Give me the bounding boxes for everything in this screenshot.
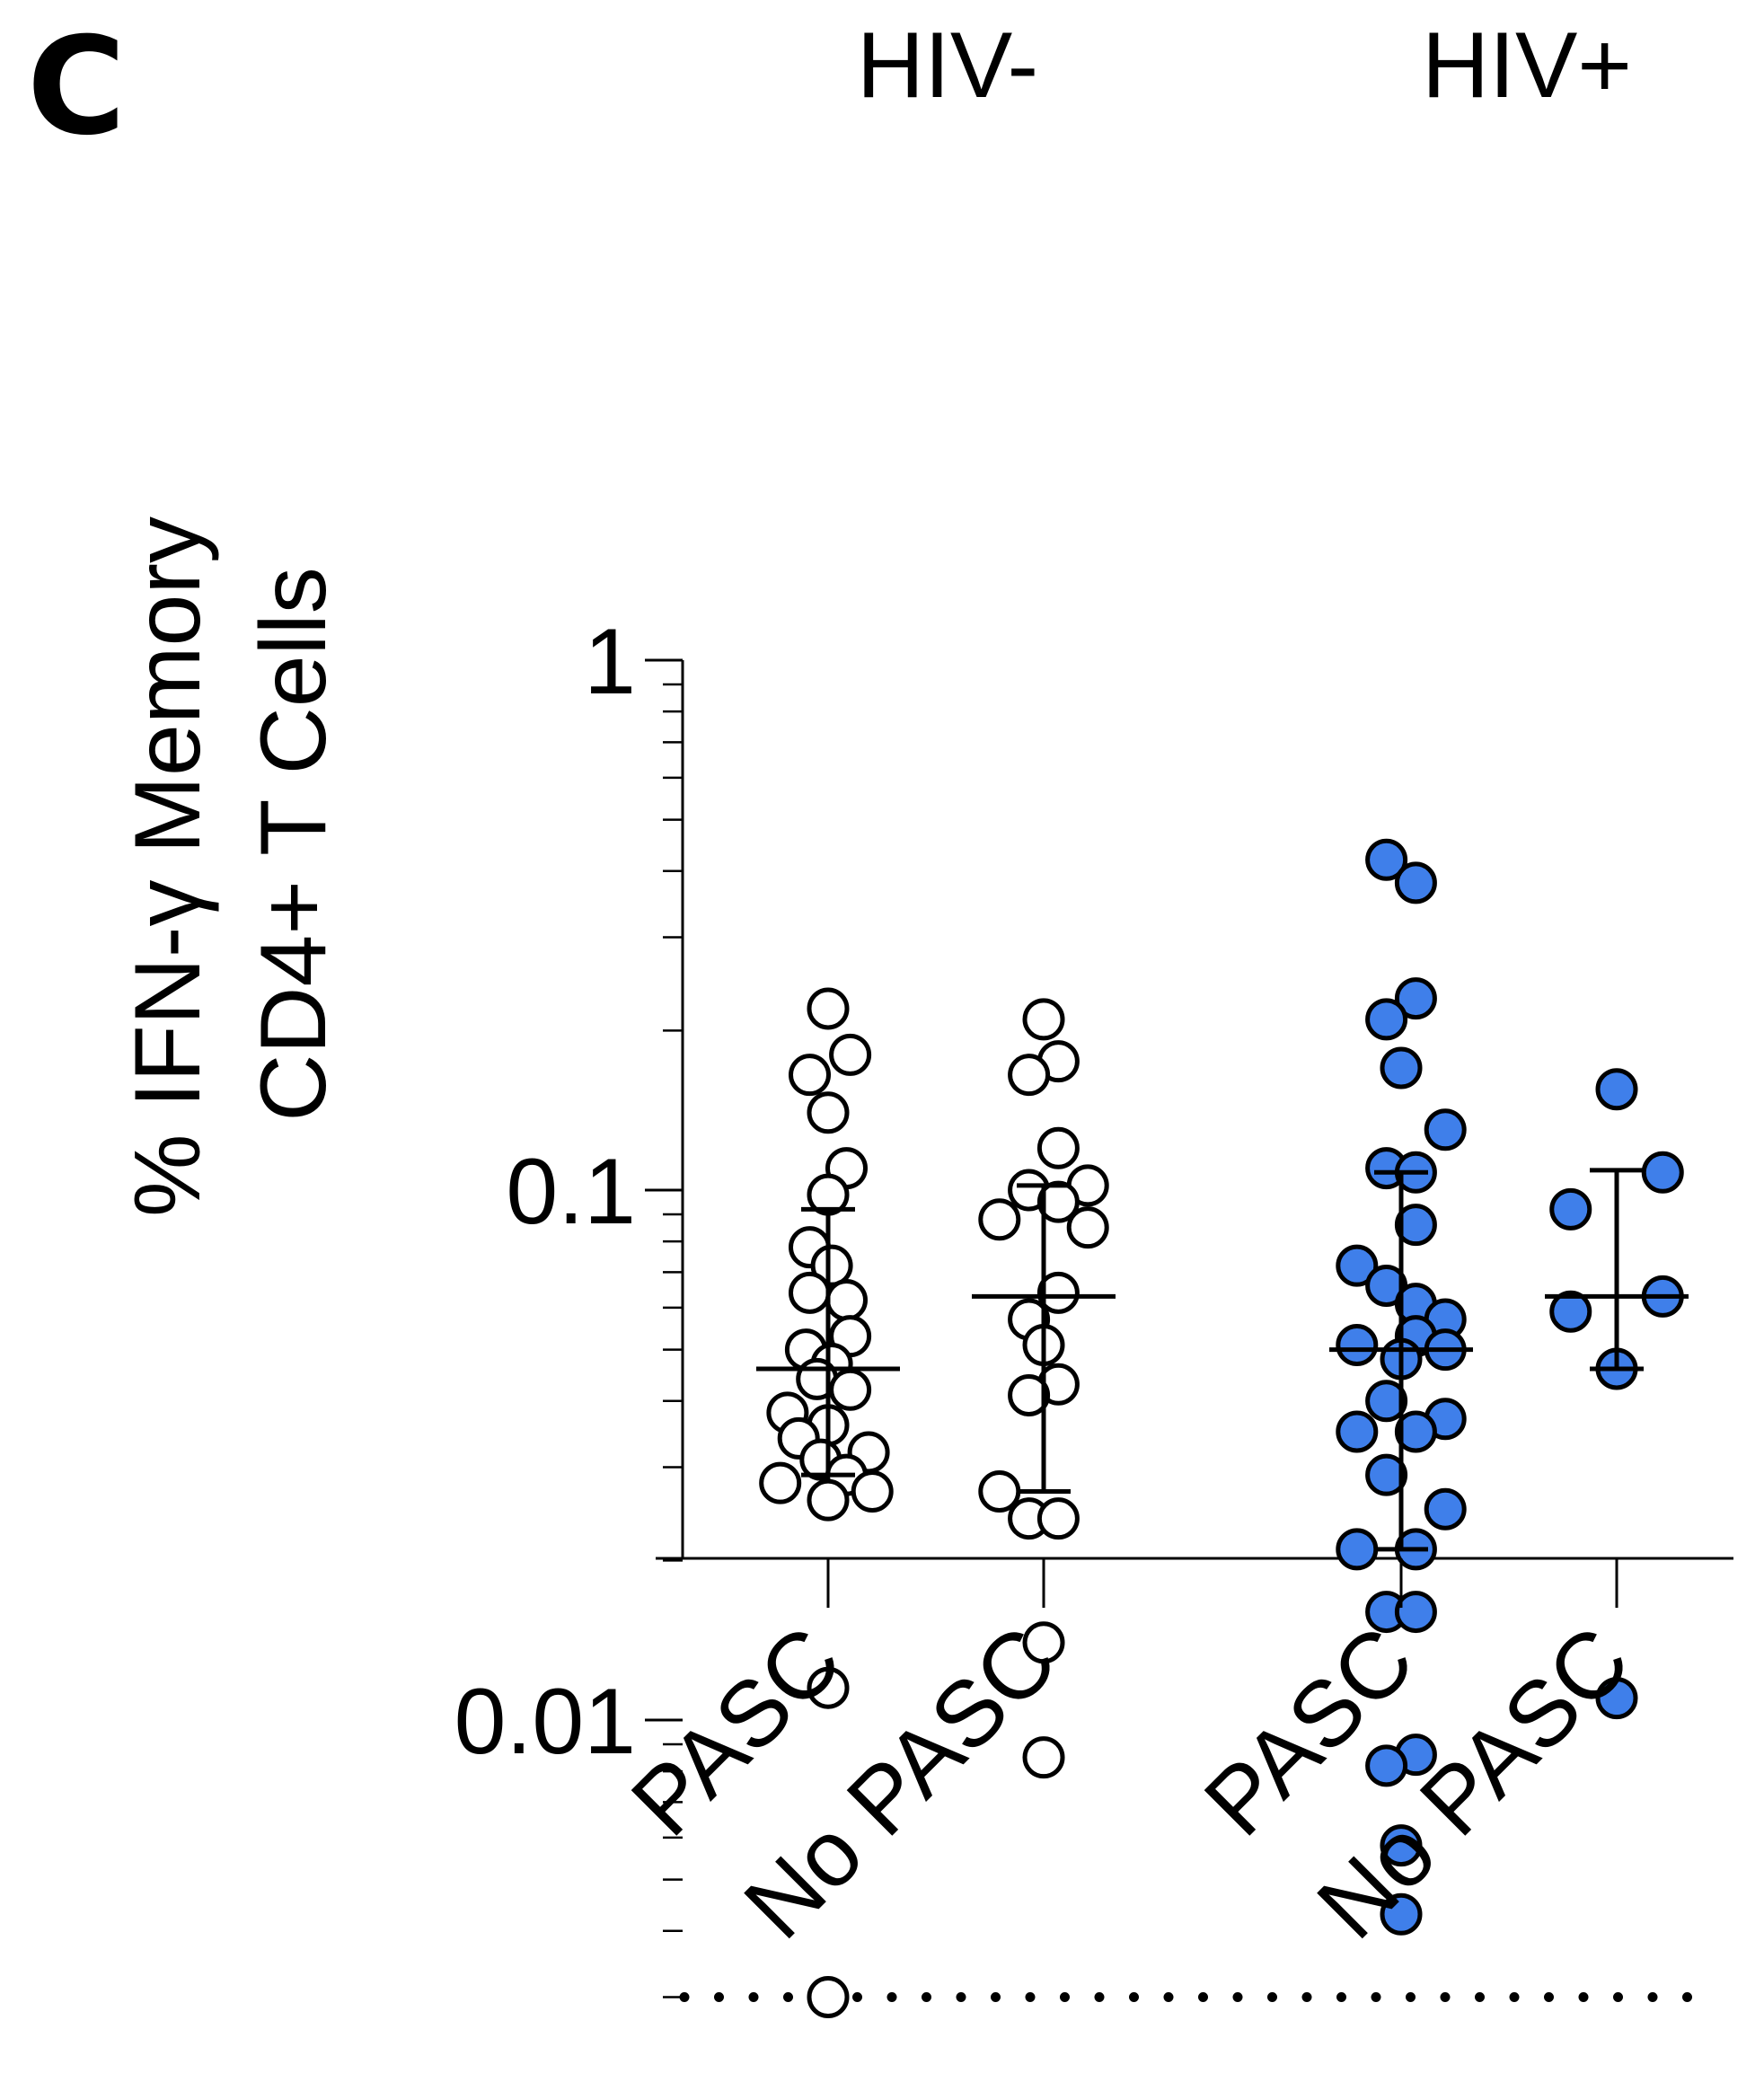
axes: [656, 660, 1733, 1560]
data-point: [978, 1198, 1021, 1241]
group-label-hiv-pos: HIV+: [1422, 13, 1632, 118]
data-point: [1365, 1453, 1408, 1496]
data-point: [1549, 1290, 1592, 1333]
data-point: [1022, 1621, 1065, 1664]
y-tick-label: 1: [584, 610, 636, 714]
data-point: [1336, 1410, 1379, 1453]
data-point: [1394, 1204, 1437, 1247]
data-points: [759, 838, 1684, 2018]
data-point: [1394, 861, 1437, 904]
data-point: [1036, 1126, 1080, 1169]
data-point: [1008, 1054, 1051, 1097]
data-point: [807, 1478, 850, 1522]
data-point: [1595, 1677, 1638, 1720]
data-point: [825, 1278, 868, 1321]
data-point: [1036, 1271, 1080, 1314]
data-point: [1022, 998, 1065, 1041]
data-point: [851, 1469, 894, 1513]
median-iqr-bars: [756, 1168, 1689, 1552]
data-point: [1365, 1744, 1408, 1787]
data-point: [829, 1033, 872, 1076]
data-point: [759, 1461, 802, 1504]
data-point: [1336, 1244, 1379, 1287]
data-point: [1008, 1373, 1051, 1416]
data-point: [1394, 1410, 1437, 1453]
y-axis-title-line1: % IFN-γ Memory: [116, 516, 220, 1217]
data-point: [1394, 977, 1437, 1020]
data-point: [1365, 998, 1408, 1041]
data-point: [807, 1975, 850, 2018]
data-point: [1424, 1108, 1467, 1151]
data-point: [1036, 1497, 1080, 1540]
data-point: [1365, 1380, 1408, 1423]
group-label-hiv-neg: HIV-: [857, 13, 1038, 118]
data-point: [1066, 1206, 1109, 1249]
data-point: [978, 1469, 1021, 1513]
data-point: [789, 1271, 831, 1314]
y-axis-title-line2: CD4+ T Cells: [242, 567, 346, 1122]
data-point: [789, 1054, 831, 1097]
data-point: [810, 1244, 853, 1287]
data-point: [1036, 1180, 1080, 1223]
data-point: [1380, 1824, 1423, 1867]
data-point: [1336, 1528, 1379, 1571]
y-tick-label: 0.1: [506, 1140, 636, 1244]
data-point: [1394, 1591, 1437, 1634]
data-point: [1641, 1151, 1684, 1194]
data-point: [1022, 1736, 1065, 1779]
y-axis-ticks: 1 0.1 0.01: [454, 610, 683, 1998]
panel-label: C: [27, 9, 126, 165]
data-point: [1365, 838, 1408, 881]
data-point: [1549, 1187, 1592, 1231]
data-point: [1424, 1487, 1467, 1531]
data-point: [807, 1666, 850, 1709]
y-axis-title: % IFN-γ Memory CD4+ T Cells: [116, 516, 346, 1217]
data-point: [1380, 1892, 1423, 1936]
data-point: [1380, 1046, 1423, 1090]
data-point: [1595, 1068, 1638, 1111]
y-tick-label: 0.01: [454, 1670, 636, 1774]
data-point: [1336, 1324, 1379, 1367]
data-point: [829, 1368, 872, 1411]
data-point: [807, 1091, 850, 1134]
data-point: [807, 987, 850, 1030]
